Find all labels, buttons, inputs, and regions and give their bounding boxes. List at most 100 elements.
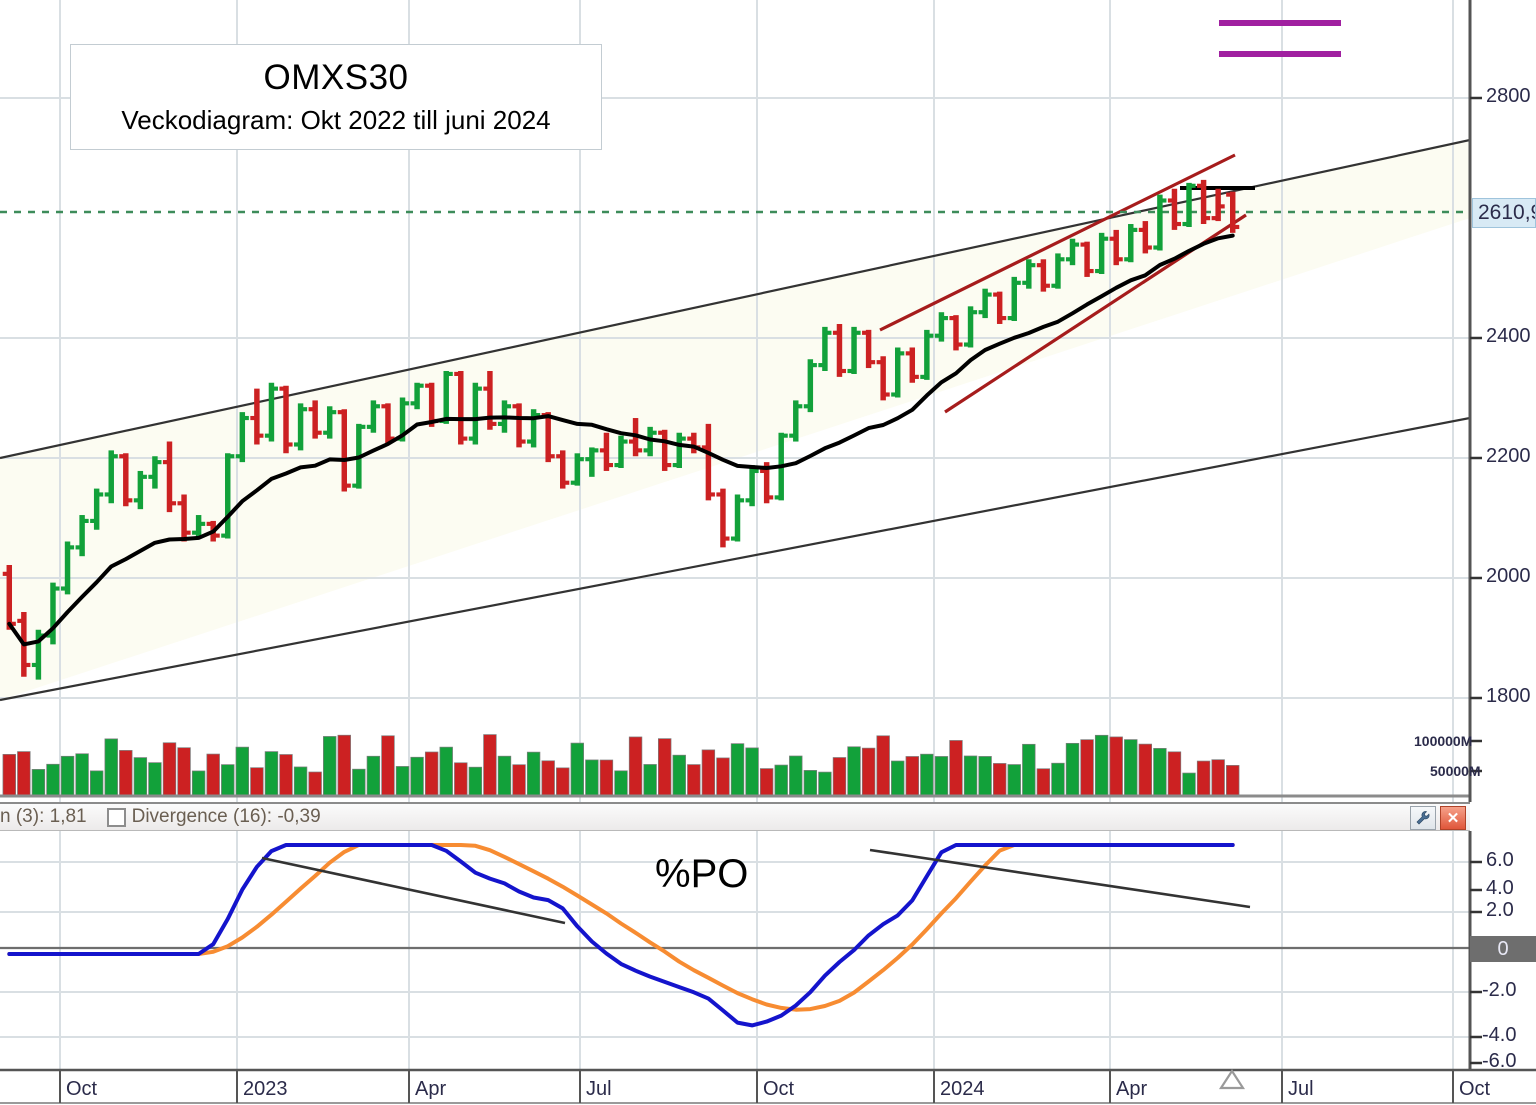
- divergence-trendline-1: [261, 856, 566, 925]
- close-icon[interactable]: ✕: [1440, 806, 1466, 830]
- volume-bar: [818, 771, 832, 797]
- date-label-jul-2023: Jul: [586, 1078, 612, 1100]
- volume-bar: [905, 756, 919, 797]
- volume-bar: [75, 753, 89, 797]
- date-label-2024: 2024: [940, 1078, 985, 1100]
- ohlc-bar: [556, 450, 570, 489]
- ohlc-bar: [1153, 194, 1167, 251]
- ohlc-bar: [60, 541, 75, 595]
- ohlc-bar: [1065, 238, 1080, 266]
- volume-panel-bg: [0, 725, 1470, 802]
- volume-bar: [279, 754, 293, 797]
- volume-bar: [483, 734, 497, 797]
- ohlc-bar: [570, 453, 584, 486]
- volume-bar: [541, 760, 555, 797]
- price-tick-2200: 2200: [1486, 445, 1531, 467]
- volume-bar: [556, 767, 570, 797]
- ohlc-bar: [250, 388, 264, 445]
- channel-fill: [0, 140, 1470, 700]
- ohlc-bar: [585, 447, 599, 477]
- price-tick-2400: 2400: [1486, 325, 1531, 347]
- volume-bar: [1036, 768, 1051, 797]
- volume-bar: [381, 735, 395, 797]
- volume-bar: [1167, 751, 1182, 797]
- volume-bar: [221, 764, 235, 797]
- volume-bar: [337, 734, 351, 797]
- indicator-header-buttons[interactable]: ✕: [1410, 806, 1466, 830]
- ohlc-bar: [1022, 259, 1036, 289]
- ohlc-bar: [949, 315, 963, 351]
- ohlc-bar: [162, 441, 177, 513]
- volume-bars: [2, 734, 1240, 797]
- ohlc-bar: [672, 432, 686, 469]
- ohlc-bar: [1109, 229, 1123, 266]
- ohlc-bar: [614, 435, 628, 469]
- ohlc-bar: [1007, 276, 1021, 322]
- date-label-2023: 2023: [243, 1078, 288, 1100]
- volume-bar: [1051, 762, 1065, 797]
- volume-bar: [323, 736, 337, 797]
- volume-bar: [774, 764, 788, 797]
- volume-bar: [963, 755, 978, 797]
- volume-bar: [512, 764, 526, 797]
- indicator-value-label: n (3): 1,81: [0, 806, 87, 827]
- volume-bar: [497, 755, 512, 797]
- channel-upper-line: [0, 138, 1470, 460]
- wedge-upper-line: [879, 153, 1236, 332]
- wrench-icon[interactable]: [1410, 806, 1436, 830]
- volume-bar: [352, 768, 366, 797]
- ohlc-bar: [425, 382, 439, 427]
- ohlc-bar: [847, 326, 861, 374]
- ohlc-bar: [395, 397, 410, 442]
- ohlc-bar: [410, 382, 424, 410]
- oscillator-axis-ticks: [1470, 860, 1482, 1065]
- ohlc-bar: [862, 329, 876, 369]
- signal-line: [7, 843, 1235, 1012]
- price-tick-1800: 1800: [1486, 685, 1531, 707]
- date-label-oct-2023: Oct: [763, 1078, 795, 1100]
- volume-bar: [978, 756, 992, 797]
- volume-bar: [687, 764, 701, 797]
- ohlc-bar: [512, 403, 526, 448]
- date-label-jul-2024: Jul: [1288, 1078, 1314, 1100]
- volume-bar: [1094, 734, 1109, 797]
- divergence-checkbox[interactable]: [106, 807, 126, 827]
- volume-bar: [89, 770, 104, 797]
- moving-average-line: [7, 233, 1235, 647]
- volume-bar: [730, 743, 745, 797]
- volume-bar: [1065, 742, 1080, 797]
- ohlc-bar: [1080, 241, 1094, 277]
- volume-bar: [876, 735, 890, 797]
- indicator-header-bar[interactable]: n (3): 1,81 Divergence (16): -0,39 ✕: [0, 802, 1470, 831]
- channel-lower-line: [0, 416, 1470, 702]
- volume-bar: [832, 757, 847, 797]
- ohlc-bar: [760, 462, 774, 504]
- ohlc-bar: [701, 423, 715, 501]
- ohlc-bar: [774, 432, 788, 501]
- volume-tick-100000M: 100000M: [1414, 733, 1473, 749]
- current-bar-marker: [1218, 1068, 1246, 1090]
- volume-bar: [235, 746, 249, 797]
- date-label-oct-2022: Oct: [66, 1078, 98, 1100]
- osc-tick-neg2: -2.0: [1482, 979, 1517, 1001]
- divergence-value-label: Divergence (16): -0,39: [131, 806, 321, 827]
- price-tick-2800: 2800: [1486, 85, 1531, 107]
- ohlc-bar: [46, 582, 60, 645]
- volume-bar: [17, 751, 31, 797]
- wedge-lower-line: [944, 213, 1247, 414]
- volume-bar: [148, 762, 162, 797]
- volume-bar: [308, 771, 322, 797]
- volume-bar: [119, 750, 133, 797]
- ohlc-bar: [104, 450, 118, 504]
- ohlc-bar: [439, 371, 453, 424]
- ohlc-bar: [1051, 253, 1065, 289]
- ohlc-bar: [599, 432, 613, 471]
- ohlc-bar: [658, 429, 672, 471]
- ohlc-bar: [745, 465, 759, 507]
- ohlc-bar: [1124, 224, 1138, 263]
- ohlc-bar: [264, 382, 278, 442]
- volume-bar: [1007, 764, 1021, 797]
- ohlc-bar: [1167, 188, 1182, 230]
